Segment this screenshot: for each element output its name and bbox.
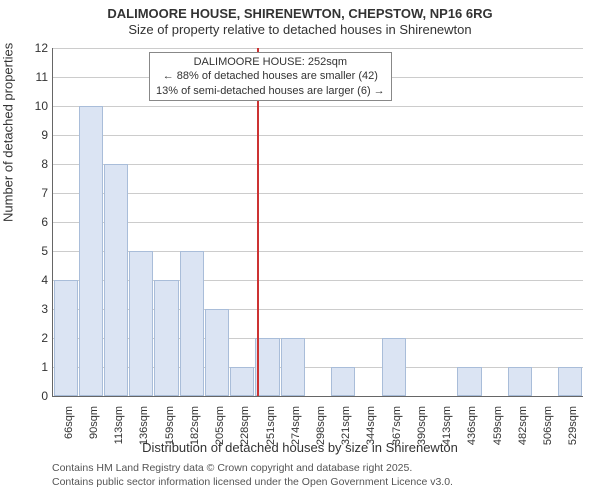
chart-subtitle: Size of property relative to detached ho… <box>0 22 600 38</box>
y-tick-label: 7 <box>24 186 48 200</box>
y-tick-label: 11 <box>24 70 48 84</box>
x-tick-label: 459sqm <box>492 406 504 456</box>
x-tick-label: 390sqm <box>416 406 428 456</box>
x-tick-label: 367sqm <box>391 406 403 456</box>
y-tick-label: 9 <box>24 128 48 142</box>
y-tick-label: 1 <box>24 360 48 374</box>
x-tick-label: 482sqm <box>517 406 529 456</box>
attribution-footer: Contains HM Land Registry data © Crown c… <box>52 462 453 489</box>
histogram-bar <box>281 338 305 396</box>
gridline <box>53 222 583 223</box>
histogram-bar <box>104 164 128 396</box>
histogram-bar <box>79 106 103 396</box>
histogram-bar <box>154 280 178 396</box>
y-tick-label: 3 <box>24 302 48 316</box>
x-tick-label: 413sqm <box>441 406 453 456</box>
y-tick-label: 2 <box>24 331 48 345</box>
x-tick-label: 529sqm <box>567 406 579 456</box>
chart-container: DALIMOORE HOUSE, SHIRENEWTON, CHEPSTOW, … <box>0 0 600 500</box>
chart-title: DALIMOORE HOUSE, SHIRENEWTON, CHEPSTOW, … <box>0 6 600 22</box>
y-tick-label: 5 <box>24 244 48 258</box>
x-tick-label: 251sqm <box>265 406 277 456</box>
x-tick-label: 66sqm <box>63 406 75 456</box>
plot-area: DALIMOORE HOUSE: 252sqm← 88% of detached… <box>52 48 583 397</box>
annotation-line: ← 88% of detached houses are smaller (42… <box>156 69 385 83</box>
gridline <box>53 106 583 107</box>
x-tick-label: 182sqm <box>189 406 201 456</box>
x-tick-label: 298sqm <box>315 406 327 456</box>
histogram-bar <box>382 338 406 396</box>
gridline <box>53 135 583 136</box>
x-tick-label: 159sqm <box>164 406 176 456</box>
histogram-bar <box>331 367 355 396</box>
footer-line-1: Contains HM Land Registry data © Crown c… <box>52 462 453 476</box>
x-tick-label: 274sqm <box>290 406 302 456</box>
y-tick-label: 12 <box>24 41 48 55</box>
y-tick-label: 4 <box>24 273 48 287</box>
gridline <box>53 193 583 194</box>
annotation-line: DALIMOORE HOUSE: 252sqm <box>156 55 385 69</box>
histogram-bar <box>508 367 532 396</box>
histogram-bar <box>180 251 204 396</box>
y-axis-title: Number of detached properties <box>1 43 16 222</box>
x-tick-label: 228sqm <box>239 406 251 456</box>
gridline <box>53 164 583 165</box>
x-tick-label: 113sqm <box>113 406 125 456</box>
x-tick-label: 90sqm <box>88 406 100 456</box>
histogram-bar <box>205 309 229 396</box>
histogram-bar <box>230 367 254 396</box>
x-tick-label: 436sqm <box>466 406 478 456</box>
gridline <box>53 48 583 49</box>
histogram-bar <box>558 367 582 396</box>
y-tick-label: 0 <box>24 389 48 403</box>
histogram-bar <box>54 280 78 396</box>
x-tick-label: 205sqm <box>214 406 226 456</box>
y-tick-label: 10 <box>24 99 48 113</box>
x-tick-label: 344sqm <box>365 406 377 456</box>
annotation-box: DALIMOORE HOUSE: 252sqm← 88% of detached… <box>149 52 392 101</box>
histogram-bar <box>457 367 481 396</box>
x-tick-label: 506sqm <box>542 406 554 456</box>
x-tick-label: 136sqm <box>138 406 150 456</box>
x-tick-label: 321sqm <box>340 406 352 456</box>
title-block: DALIMOORE HOUSE, SHIRENEWTON, CHEPSTOW, … <box>0 0 600 39</box>
footer-line-2: Contains public sector information licen… <box>52 476 453 490</box>
y-tick-label: 6 <box>24 215 48 229</box>
y-tick-label: 8 <box>24 157 48 171</box>
annotation-line: 13% of semi-detached houses are larger (… <box>156 84 385 98</box>
histogram-bar <box>129 251 153 396</box>
